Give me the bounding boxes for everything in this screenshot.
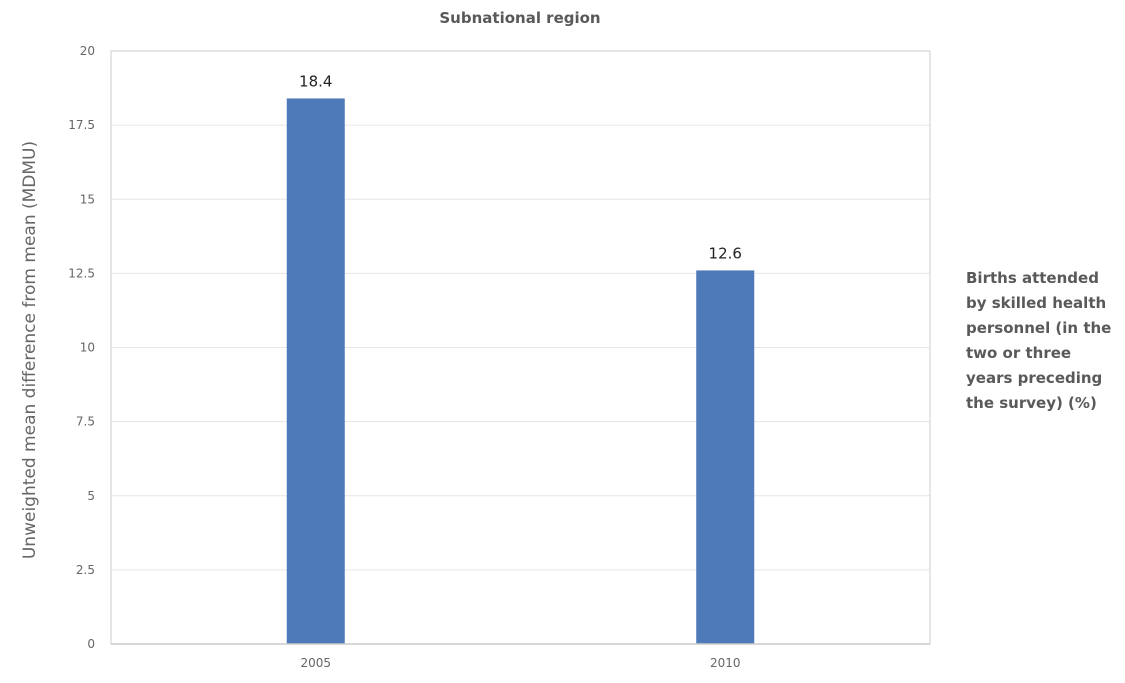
y-tick-label: 2.5	[76, 563, 95, 577]
x-tick-label: 2010	[710, 656, 741, 670]
legend-label: Births attended by skilled health person…	[966, 269, 1112, 412]
y-tick-label: 12.5	[68, 266, 95, 280]
chart-title: Subnational region	[439, 9, 601, 27]
y-tick-label: 7.5	[76, 415, 95, 429]
x-tick-label: 2005	[300, 656, 331, 670]
bar-2005	[286, 98, 345, 644]
bar-2010	[696, 270, 755, 644]
y-tick-label: 0	[87, 637, 95, 651]
y-tick-label: 17.5	[68, 118, 95, 132]
y-tick-label: 20	[80, 44, 95, 58]
data-label: 18.4	[299, 72, 332, 90]
y-tick-label: 15	[80, 192, 95, 206]
y-tick-label: 5	[87, 489, 95, 503]
y-tick-label: 10	[80, 341, 95, 355]
data-label: 12.6	[709, 244, 742, 262]
